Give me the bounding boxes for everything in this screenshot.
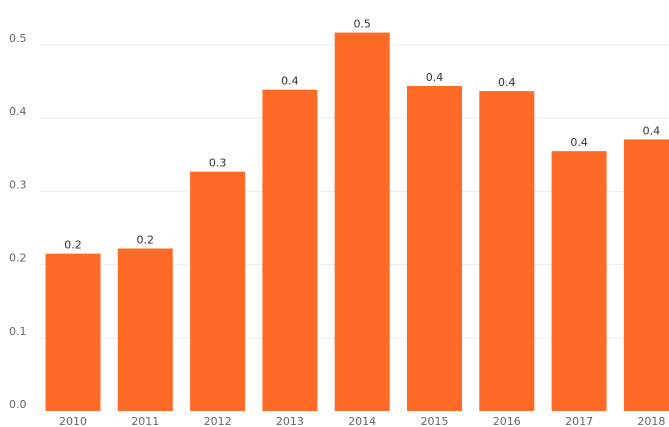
data-label-2011: 0.2 (137, 233, 155, 246)
bar-2017 (551, 151, 607, 411)
bar-2016 (479, 91, 535, 411)
bars (45, 32, 669, 412)
y-tick-label: 0.2 (9, 252, 27, 265)
data-labels: 0.2 0.2 0.3 0.4 0.5 0.4 0.4 0.4 0.4 (64, 18, 660, 252)
bar-2015 (407, 85, 462, 411)
y-tick-label: 0.1 (9, 325, 27, 338)
bar-2014 (334, 32, 390, 411)
bar-2013 (262, 89, 318, 411)
bar-2018 (623, 139, 669, 412)
y-tick-label: 0.0 (9, 398, 27, 411)
y-tick-label: 0.5 (9, 32, 27, 45)
x-tick-label-2015: 2015 (421, 415, 449, 427)
bar-2011 (117, 248, 173, 411)
bar-2010 (45, 253, 101, 411)
data-label-2013: 0.4 (281, 75, 299, 88)
x-tick-label-2010: 2010 (59, 415, 87, 427)
x-tick-label-2017: 2017 (565, 415, 593, 427)
x-tick-label-2012: 2012 (204, 415, 232, 427)
data-label-2015: 0.4 (426, 71, 444, 84)
x-tick-label-2018: 2018 (637, 415, 665, 427)
y-tick-label: 0.3 (9, 178, 27, 191)
y-tick-label: 0.4 (9, 105, 27, 118)
data-label-2010: 0.2 (64, 239, 82, 252)
x-tick-label-2013: 2013 (276, 415, 304, 427)
data-label-2012: 0.3 (209, 157, 227, 170)
x-axis: 2010 2011 2012 2013 2014 2015 2016 2017 2018 (59, 415, 665, 427)
x-tick-label-2011: 2011 (131, 415, 159, 427)
data-label-2014: 0.5 (353, 18, 371, 31)
data-label-2017: 0.4 (570, 136, 588, 149)
data-label-2018: 0.4 (643, 124, 661, 137)
x-tick-label-2014: 2014 (348, 415, 376, 427)
x-tick-label-2016: 2016 (493, 415, 521, 427)
bar-2012 (190, 171, 246, 411)
y-axis: 0.0 0.1 0.2 0.3 0.4 0.5 (9, 32, 27, 411)
data-label-2016: 0.4 (498, 76, 516, 89)
